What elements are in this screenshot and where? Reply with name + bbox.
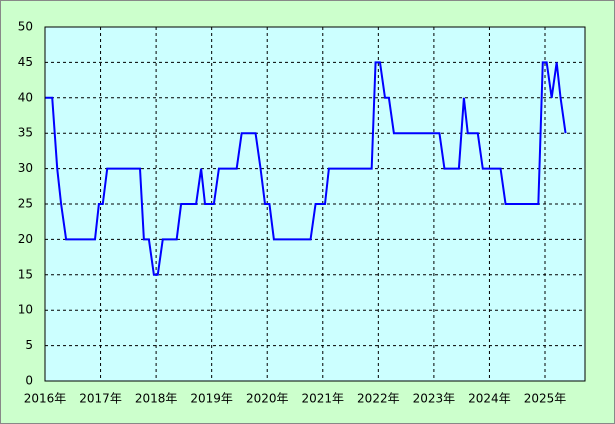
- x-tick-label: 2016年: [24, 392, 67, 406]
- data-line: [45, 61, 567, 276]
- y-tick-label: 20: [18, 232, 33, 246]
- marks: [45, 61, 567, 276]
- y-tick-label: 10: [18, 303, 33, 317]
- x-tick-label: 2024年: [468, 392, 511, 406]
- y-tick-label: 5: [25, 338, 33, 352]
- y-tick-label: 25: [18, 197, 33, 211]
- y-tick-label: 0: [25, 374, 33, 388]
- y-tick-label: 50: [18, 20, 33, 34]
- x-tick-label: 2025年: [524, 392, 567, 406]
- y-tick-label: 35: [18, 126, 33, 140]
- x-tick-label: 2018年: [135, 392, 178, 406]
- plot-border: [44, 26, 586, 382]
- x-tick-label: 2021年: [302, 392, 345, 406]
- x-tick-label: 2019年: [190, 392, 233, 406]
- x-tick-label: 2017年: [79, 392, 122, 406]
- y-tick-label: 30: [18, 161, 33, 175]
- x-tick-label: 2022年: [357, 392, 400, 406]
- x-tick-label: 2023年: [413, 392, 456, 406]
- y-tick-label: 40: [18, 90, 33, 104]
- y-tick-label: 15: [18, 267, 33, 281]
- x-tick-label: 2020年: [246, 392, 289, 406]
- y-tick-label: 45: [18, 55, 33, 69]
